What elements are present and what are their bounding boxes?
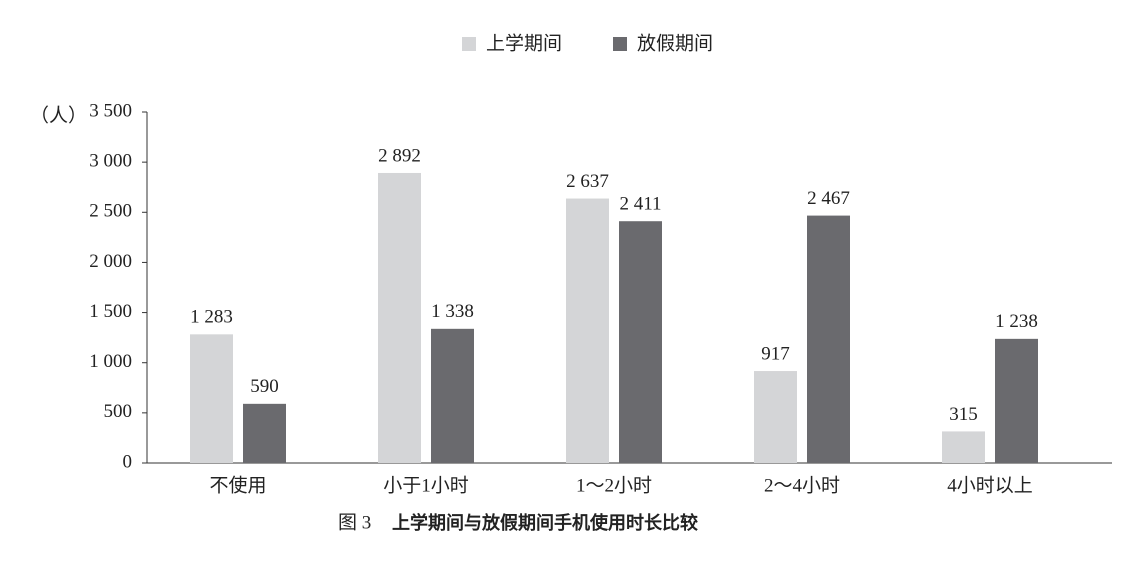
x-tick-label: 2～4小时 (764, 474, 840, 496)
y-axis-label: （人） (30, 104, 87, 126)
legend-label: 放假期间 (637, 32, 713, 54)
bar (942, 431, 985, 463)
x-tick-label: 4小时以上 (947, 474, 1033, 496)
value-label: 1 283 (190, 307, 233, 328)
y-tick-label: 3 000 (89, 151, 132, 172)
y-tick-label: 2 500 (89, 201, 132, 222)
x-tick-label: 不使用 (209, 474, 266, 496)
legend-label: 上学期间 (486, 32, 562, 54)
bar (190, 334, 233, 463)
legend-swatch (462, 37, 476, 51)
value-label: 2 411 (619, 194, 661, 215)
value-label: 2 467 (807, 188, 850, 209)
value-label: 590 (250, 376, 279, 397)
chart-title: 上学期间与放假期间手机使用时长比较 (392, 512, 698, 534)
value-label: 1 338 (431, 301, 474, 322)
y-tick-label: 500 (104, 401, 133, 422)
bar (243, 403, 286, 463)
y-tick-label: 1 000 (89, 351, 132, 372)
bar (431, 328, 474, 463)
value-label: 315 (949, 404, 978, 425)
bar (807, 215, 850, 463)
bar (566, 198, 609, 463)
y-tick-label: 1 500 (89, 301, 132, 322)
x-tick-label: 小于1小时 (383, 474, 469, 496)
value-label: 917 (761, 343, 790, 364)
bar (754, 371, 797, 463)
figure-label: 图 3 (338, 512, 371, 533)
bar (378, 172, 421, 464)
x-tick-label: 1～2小时 (576, 474, 652, 496)
legend-swatch (613, 37, 627, 51)
value-label: 2 892 (378, 145, 421, 166)
y-tick-label: 2 000 (89, 251, 132, 272)
y-tick-label: 0 (123, 451, 133, 472)
y-tick-label: 3 500 (89, 100, 132, 121)
bar (995, 338, 1038, 463)
value-label: 2 637 (566, 171, 609, 192)
value-label: 1 238 (995, 311, 1038, 332)
bar (619, 221, 662, 463)
